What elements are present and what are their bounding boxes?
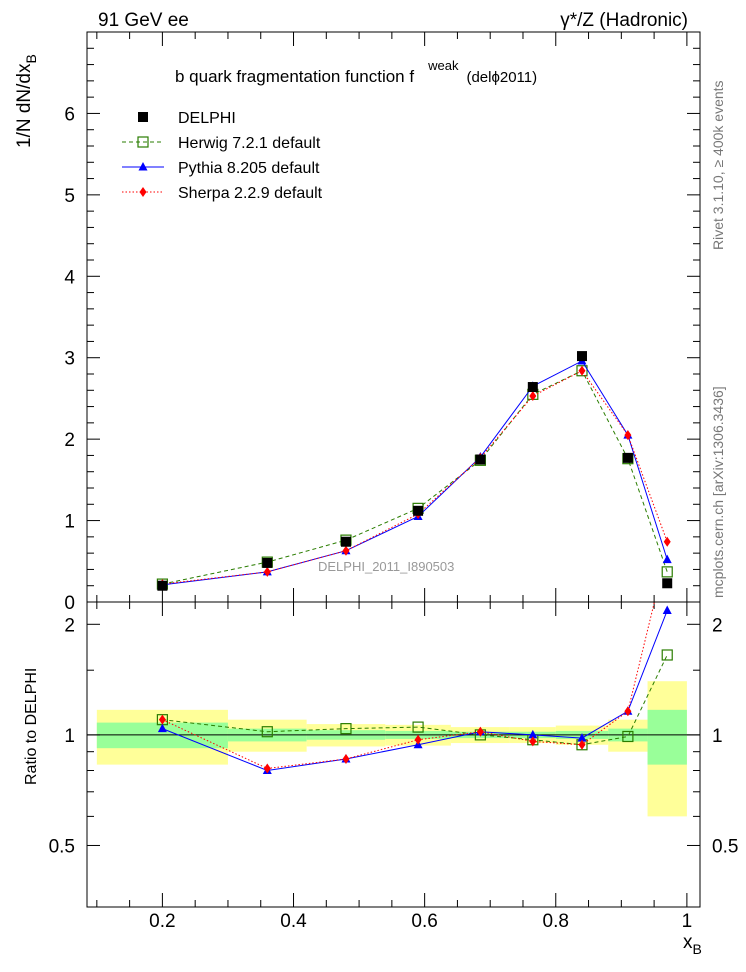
ratio-sherpa-point <box>476 726 484 737</box>
legend-label-herwig: Herwig 7.2.1 default <box>178 135 321 152</box>
main-data-point <box>157 580 168 591</box>
main-data-point <box>622 452 633 463</box>
main-herwig-line <box>162 370 668 585</box>
ratio-pythia-point <box>577 733 587 742</box>
ratio-sherpa-point <box>414 734 422 745</box>
main-y-tick-label: 1 <box>64 512 75 533</box>
main-data-point <box>527 382 538 393</box>
ratio-plot-frame <box>86 601 701 908</box>
analysis-watermark: DELPHI_2011_I890503 <box>318 559 454 574</box>
main-data-point <box>662 578 673 589</box>
main-y-axis-label: 1/N dN/dxB <box>14 54 39 148</box>
ratio-y-tick-label: 1 <box>64 726 75 747</box>
main-pythia-point <box>662 554 672 564</box>
chart-title-sup: weak <box>427 58 459 73</box>
x-axis-label: xB <box>683 932 702 957</box>
legend: DELPHI Herwig 7.2.1 default Pythia 8.205 d… <box>122 110 323 202</box>
main-y-tick-label: 4 <box>64 267 75 288</box>
main-sherpa-point <box>263 566 271 577</box>
x-tick-label: 0.2 <box>149 911 175 932</box>
x-axis-label-sub: B <box>693 941 702 957</box>
main-data-point <box>340 536 351 547</box>
ratio-herwig-point <box>261 726 273 738</box>
ratio-sherpa-point <box>342 753 350 764</box>
chart-title-suffix: (delϕ2011) <box>466 69 537 86</box>
header-right: γ*/Z (Hadronic) <box>560 10 688 31</box>
x-tick-label: 1 <box>682 911 693 932</box>
main-data-point <box>413 505 424 516</box>
ratio-y-tick-label: 0.5 <box>49 836 75 857</box>
band-inner-8 <box>647 709 687 765</box>
ratio-herwig-point <box>661 649 673 661</box>
ratio-y-tick-label: 2 <box>64 615 75 636</box>
x-axis-label-text: x <box>683 932 693 953</box>
main-data-point <box>475 454 486 465</box>
main-herwig-point <box>661 566 673 578</box>
main-data-point <box>262 557 273 568</box>
chart-title-main: b quark fragmentation function f <box>175 67 414 86</box>
ratio-herwig-point <box>340 723 352 735</box>
ratio-sherpa-point <box>529 736 537 747</box>
legend-marker-sherpa <box>139 187 147 197</box>
ratio-herwig-point <box>622 730 634 743</box>
main-data-point <box>576 351 587 362</box>
main-sherpa-point <box>663 536 671 547</box>
mcplots-label: mcplots.cern.ch [arXiv:1306.3436] <box>710 386 726 598</box>
main-sherpa-point <box>624 430 632 441</box>
main-y-tick-label: 2 <box>64 430 75 451</box>
legend-label-pythia: Pythia 8.205 default <box>178 160 320 177</box>
x-tick-label: 0.4 <box>280 911 307 932</box>
axis-ticks: 0 1 2 3 4 5 6 0.2 0.4 0.6 0.8 1 0.5 0.5 1 1 2 2 <box>49 32 738 932</box>
main-y-tick-label: 6 <box>64 104 75 125</box>
ratio-sherpa-point <box>263 763 271 774</box>
main-sherpa-line <box>162 370 668 585</box>
ratio-pythia-point <box>157 723 167 733</box>
ratio-pythia-point <box>662 605 672 615</box>
ratio-uncertainty-bands <box>96 681 687 817</box>
ratio-y-tick-label-right: 0.5 <box>712 836 738 857</box>
rivet-label: Rivet 3.1.10, ≥ 400k events <box>710 80 726 250</box>
main-series-group <box>156 351 673 591</box>
legend-marker-herwig <box>137 136 149 148</box>
main-y-tick-label: 0 <box>64 593 75 614</box>
legend-marker-data <box>138 112 148 122</box>
ratio-pythia-point <box>528 729 538 739</box>
main-y-axis-label-text: 1/N dN/dx <box>14 63 35 148</box>
ratio-sherpa-line <box>162 602 655 770</box>
main-y-tick-label: 5 <box>64 186 75 207</box>
ratio-sherpa-point <box>578 739 586 750</box>
ratio-sherpa-point <box>624 706 632 717</box>
ratio-y-tick-label-right: 2 <box>712 615 723 636</box>
legend-label-sherpa: Sherpa 2.2.9 default <box>178 185 323 202</box>
ratio-y-tick-label-right: 1 <box>712 726 723 747</box>
legend-marker-pythia <box>138 162 148 171</box>
ratio-y-axis-label: Ratio to DELPHI <box>23 668 40 785</box>
x-tick-label: 0.8 <box>543 911 569 932</box>
ratio-sherpa-point <box>158 714 166 725</box>
ratio-series-group <box>156 602 673 774</box>
main-y-tick-label: 3 <box>64 349 75 370</box>
x-tick-label: 0.6 <box>411 911 437 932</box>
main-y-axis-label-sub: B <box>23 54 39 63</box>
main-sherpa-point <box>578 365 586 376</box>
ratio-herwig-point <box>412 721 424 733</box>
legend-label-data: DELPHI <box>178 110 236 127</box>
chart-title: b quark fragmentation function f weak (del… <box>175 58 537 86</box>
main-sherpa-point <box>342 545 350 556</box>
main-sherpa-point <box>529 390 537 401</box>
header-left: 91 GeV ee <box>98 10 189 31</box>
main-pythia-line <box>162 360 668 586</box>
